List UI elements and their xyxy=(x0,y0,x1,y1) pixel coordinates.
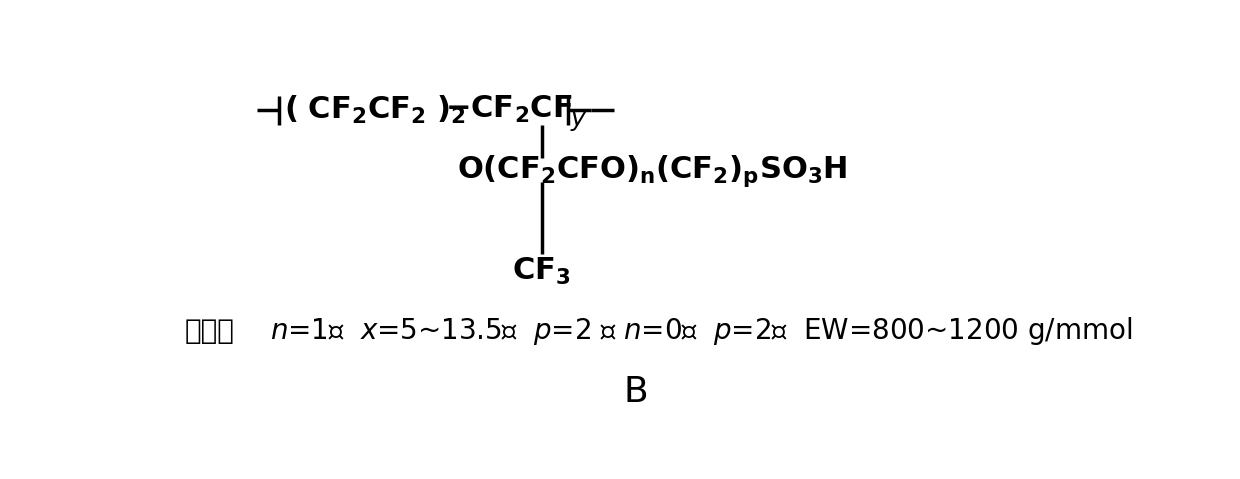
Text: $\mathbf{(\ CF_2CF_2\ )_2}$: $\mathbf{(\ CF_2CF_2\ )_2}$ xyxy=(284,94,465,126)
Text: $\mathbf{-CF_2CF}$: $\mathbf{-CF_2CF}$ xyxy=(444,94,572,125)
Text: $\mathbf{CF_3}$: $\mathbf{CF_3}$ xyxy=(512,256,570,287)
Text: $\mathit{n}$=1，  $\mathit{x}$=5~13.5，  $\mathit{p}$=2 或 $\mathit{n}$=0，  $\mathi: $\mathit{n}$=1， $\mathit{x}$=5~13.5， $\m… xyxy=(270,315,1132,347)
Text: $\mathbf{O(CF_2CFO)_n(CF_2)_pSO_3H}$: $\mathbf{O(CF_2CFO)_n(CF_2)_pSO_3H}$ xyxy=(456,153,847,189)
Text: 其中，: 其中， xyxy=(185,317,234,345)
Text: B: B xyxy=(624,376,647,410)
Text: $\mathit{y}$: $\mathit{y}$ xyxy=(570,109,588,133)
